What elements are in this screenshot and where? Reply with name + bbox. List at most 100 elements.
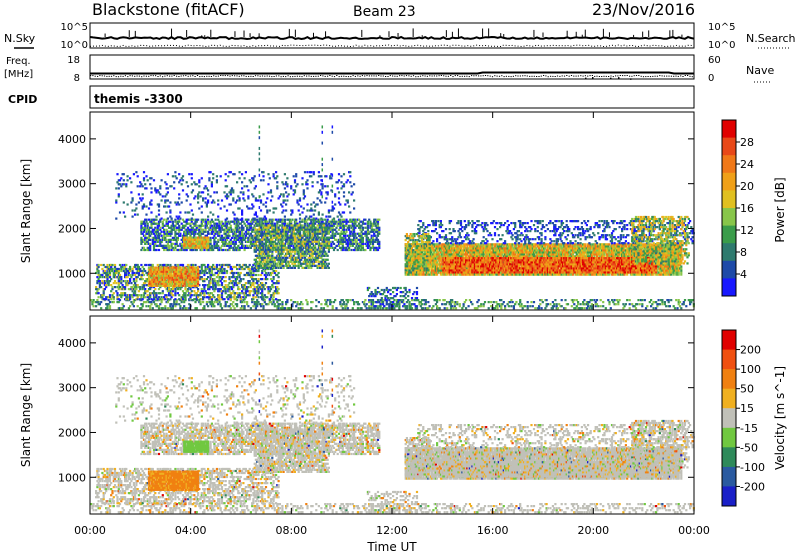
power-cell bbox=[215, 276, 218, 279]
power-cell bbox=[122, 288, 125, 291]
power-cell bbox=[529, 305, 532, 308]
power-cell bbox=[220, 238, 224, 241]
power-cell bbox=[247, 294, 250, 297]
power-cell bbox=[169, 240, 172, 243]
power-cell bbox=[173, 224, 176, 227]
power-cell bbox=[354, 238, 357, 241]
power-cell bbox=[180, 274, 183, 277]
power-cell bbox=[125, 273, 128, 277]
power-cell bbox=[297, 236, 300, 239]
power-cell bbox=[272, 246, 275, 249]
power-cell bbox=[303, 256, 307, 259]
power-cell bbox=[237, 288, 240, 291]
power-cell bbox=[152, 301, 156, 304]
power-cell bbox=[178, 266, 181, 269]
power-cell bbox=[200, 220, 203, 223]
power-cell bbox=[108, 296, 112, 299]
power-cell bbox=[436, 305, 439, 308]
power-cell bbox=[282, 218, 285, 221]
power-cell bbox=[336, 224, 339, 227]
power-cell bbox=[597, 305, 600, 308]
power-cell bbox=[348, 242, 351, 245]
nave-dot bbox=[324, 75, 326, 77]
power-cell bbox=[195, 242, 198, 245]
power-cell bbox=[254, 246, 257, 249]
power-cell bbox=[149, 230, 152, 233]
nave-dot bbox=[266, 75, 268, 77]
power-cell bbox=[293, 258, 296, 261]
power-cell bbox=[197, 228, 200, 231]
power-cell bbox=[166, 278, 169, 281]
power-cell bbox=[233, 244, 236, 247]
power-cell bbox=[161, 284, 164, 287]
power-cell bbox=[218, 220, 221, 223]
nave-dot bbox=[162, 76, 164, 78]
nave-dot bbox=[608, 76, 610, 77]
power-cell bbox=[555, 305, 558, 308]
power-cell bbox=[655, 307, 658, 310]
power-cell bbox=[212, 288, 215, 291]
power-cell bbox=[397, 303, 400, 306]
power-cell bbox=[306, 224, 309, 227]
nave-dot bbox=[194, 76, 196, 77]
power-cell bbox=[259, 256, 263, 259]
power-cell bbox=[418, 301, 421, 304]
power-cell bbox=[242, 267, 245, 271]
power-cell bbox=[532, 301, 536, 304]
power-cell bbox=[232, 232, 235, 235]
power-cell bbox=[408, 303, 411, 306]
power-cell bbox=[369, 224, 372, 227]
power-cell bbox=[262, 266, 265, 269]
power-cell bbox=[257, 264, 260, 267]
power-cell bbox=[90, 299, 93, 302]
power-cell bbox=[348, 226, 351, 229]
nave-dot bbox=[454, 75, 456, 77]
power-cell bbox=[222, 228, 225, 231]
power-cell bbox=[292, 226, 295, 229]
power-cell bbox=[209, 296, 212, 299]
power-cell bbox=[370, 246, 373, 249]
power-cell bbox=[215, 298, 218, 301]
power-cell bbox=[118, 286, 122, 289]
power-cell bbox=[305, 250, 308, 253]
nave-dot bbox=[680, 75, 682, 77]
power-cell bbox=[178, 294, 181, 297]
power-cell bbox=[256, 220, 259, 223]
power-cell bbox=[247, 228, 250, 231]
power-cell bbox=[266, 296, 269, 299]
power-cell bbox=[171, 307, 174, 310]
power-cell bbox=[259, 292, 263, 295]
nave-dot bbox=[375, 75, 377, 77]
nave-dot bbox=[299, 75, 301, 77]
power-cell bbox=[358, 244, 361, 247]
power-cell bbox=[222, 240, 225, 243]
power-cell bbox=[524, 305, 527, 308]
power-cell bbox=[189, 276, 192, 279]
power-cell bbox=[186, 280, 190, 283]
power-cell bbox=[141, 265, 144, 269]
nave-dot bbox=[471, 75, 473, 77]
power-cell bbox=[286, 266, 289, 269]
power-cell bbox=[140, 236, 143, 239]
power-cell bbox=[253, 286, 256, 289]
power-cell bbox=[180, 248, 183, 252]
power-cell bbox=[287, 266, 290, 269]
power-cell bbox=[108, 301, 112, 304]
nave-dot bbox=[566, 75, 568, 76]
power-cell bbox=[169, 307, 172, 310]
power-cell bbox=[283, 244, 286, 247]
power-cell bbox=[181, 234, 185, 237]
power-cell bbox=[275, 298, 278, 301]
power-cell bbox=[210, 303, 213, 306]
power-cell bbox=[556, 307, 559, 310]
power-cell bbox=[300, 244, 303, 247]
power-cell bbox=[120, 282, 123, 285]
power-cell bbox=[329, 246, 332, 249]
power-cell bbox=[207, 238, 210, 241]
power-cell bbox=[252, 267, 255, 271]
power-cell bbox=[291, 232, 294, 235]
nave-dot bbox=[478, 75, 480, 77]
power-cell bbox=[124, 286, 127, 289]
power-cell bbox=[295, 218, 298, 221]
power-cell bbox=[290, 258, 293, 261]
